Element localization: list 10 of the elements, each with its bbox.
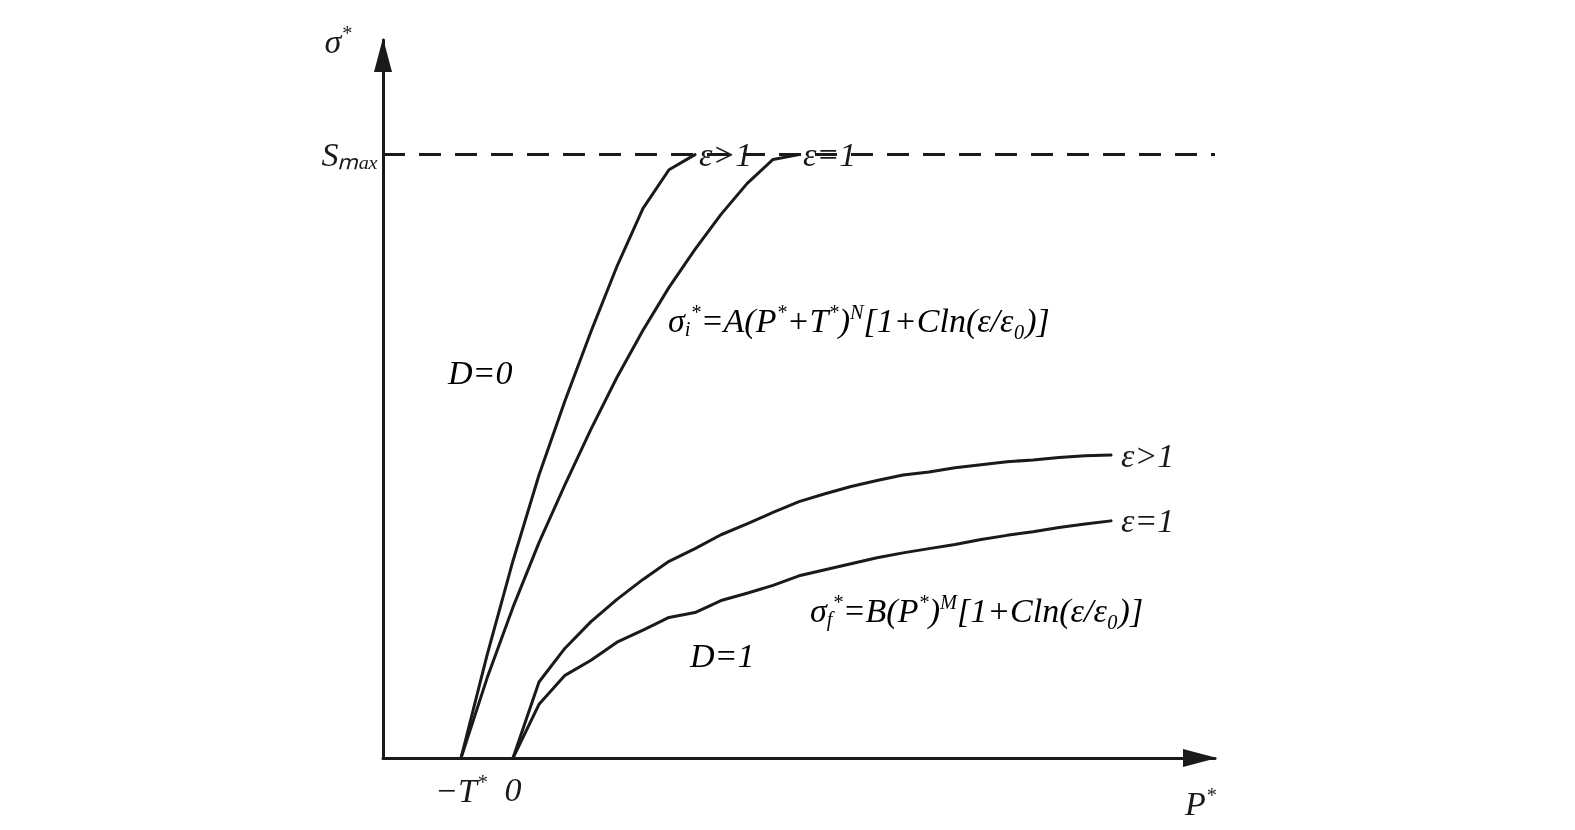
x-axis-title: P*: [1184, 783, 1217, 822]
ref-line-label: Sₘₐₓ: [321, 136, 379, 174]
series-label: ε>1: [1121, 436, 1175, 474]
series-label: ε=1: [1121, 502, 1175, 540]
annotation: D=0: [447, 353, 513, 391]
x-tick-label: 0: [504, 770, 522, 808]
y-axis-title: σ*: [324, 22, 353, 60]
series-label: ε=1: [803, 136, 857, 174]
annotation: D=1: [689, 636, 755, 674]
x-tick-label: −T*: [434, 771, 488, 809]
